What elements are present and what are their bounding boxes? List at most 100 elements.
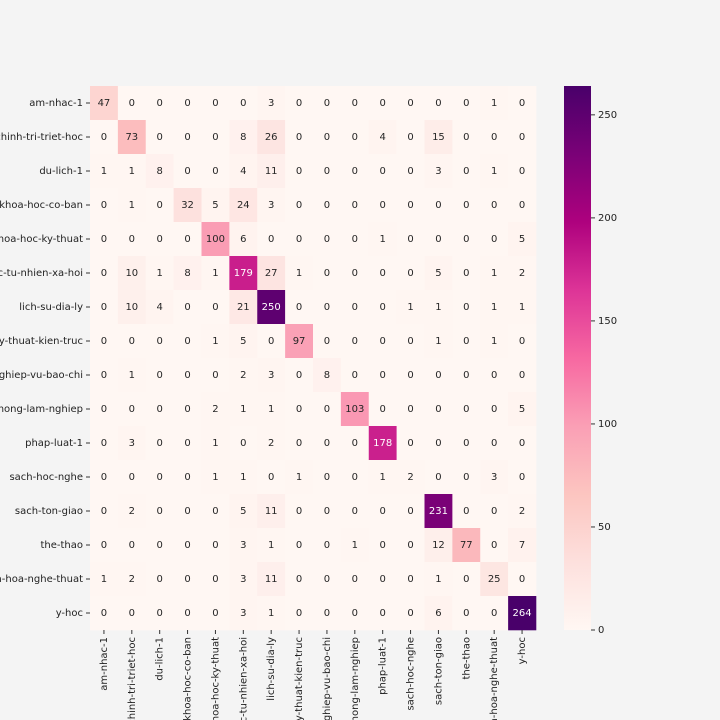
cell-label: 24 xyxy=(237,200,250,211)
heatmap-cell xyxy=(285,120,314,155)
cell-label: 0 xyxy=(463,98,469,109)
cell-label: 0 xyxy=(324,506,330,517)
cell-label: 1 xyxy=(380,472,386,483)
heatmap-cell xyxy=(340,154,370,189)
heatmap-cell xyxy=(90,86,119,121)
cell-label: 1 xyxy=(268,540,274,551)
heatmap-cell xyxy=(145,256,174,291)
heatmap-cell xyxy=(173,290,202,325)
heatmap-cell xyxy=(90,290,119,325)
heatmap-cell xyxy=(424,392,453,427)
heatmap-cell xyxy=(508,426,537,461)
cell-label: 0 xyxy=(380,166,386,177)
cell-label: 2 xyxy=(407,472,413,483)
y-tick-label: ky-thuat-kien-truc xyxy=(0,336,83,347)
cell-label: 0 xyxy=(212,574,218,585)
cell-label: 5 xyxy=(435,268,441,279)
heatmap-cell xyxy=(396,256,425,291)
cell-label: 0 xyxy=(101,336,107,347)
cell-label: 0 xyxy=(380,608,386,619)
cell-label: 0 xyxy=(407,574,413,585)
heatmap-cell xyxy=(173,222,202,257)
x-tick-label: du-lich-1 xyxy=(155,637,166,681)
cell-label: 0 xyxy=(296,404,302,415)
cell-label: 3 xyxy=(491,472,497,483)
heatmap-cell xyxy=(201,460,230,495)
heatmap-cell xyxy=(90,596,119,631)
heatmap-cell xyxy=(117,528,147,563)
cell-label: 0 xyxy=(380,268,386,279)
cell-label: 1 xyxy=(240,404,246,415)
x-tick-label: nong-lam-nghiep xyxy=(350,637,361,720)
x-tick-label: the-thao xyxy=(461,637,472,680)
heatmap-cell xyxy=(368,290,397,325)
cell-label: 1 xyxy=(129,370,135,381)
heatmap-cell xyxy=(201,562,230,597)
cell-label: 0 xyxy=(380,336,386,347)
heatmap-cell xyxy=(117,120,147,155)
cell-label: 8 xyxy=(240,132,246,143)
heatmap-cell xyxy=(229,392,258,427)
heatmap-cell xyxy=(424,188,453,223)
cell-label: 1 xyxy=(268,404,274,415)
heatmap-cell xyxy=(480,596,509,631)
cell-label: 0 xyxy=(352,472,358,483)
heatmap-cell xyxy=(368,154,397,189)
heatmap-cell xyxy=(257,392,286,427)
heatmap-cell xyxy=(424,222,453,257)
cell-label: 0 xyxy=(324,200,330,211)
cell-label: 0 xyxy=(435,438,441,449)
cell-label: 0 xyxy=(157,540,163,551)
cell-label: 2 xyxy=(519,506,525,517)
cell-label: 0 xyxy=(352,166,358,177)
cell-label: 2 xyxy=(212,404,218,415)
cell-label: 0 xyxy=(212,370,218,381)
heatmap-cell xyxy=(145,596,174,631)
heatmap-cell xyxy=(117,188,147,223)
cell-label: 0 xyxy=(324,234,330,245)
cell-label: 0 xyxy=(101,608,107,619)
heatmap-cell xyxy=(480,562,509,597)
heatmap-cell xyxy=(396,290,425,325)
cell-label: 0 xyxy=(296,370,302,381)
cell-label: 0 xyxy=(380,574,386,585)
heatmap-cell xyxy=(313,120,342,155)
cell-label: 0 xyxy=(296,200,302,211)
cell-label: 0 xyxy=(129,336,135,347)
cell-label: 3 xyxy=(268,98,274,109)
heatmap-cell xyxy=(117,154,147,189)
cell-label: 0 xyxy=(268,336,274,347)
x-tick-label: sach-ton-giao xyxy=(433,637,444,705)
colorbar xyxy=(564,86,591,630)
cell-label: 0 xyxy=(324,472,330,483)
heatmap-cell xyxy=(340,324,370,359)
heatmap-cell xyxy=(285,290,314,325)
cell-label: 0 xyxy=(407,234,413,245)
cell-label: 4 xyxy=(240,166,246,177)
heatmap-cell xyxy=(145,120,174,155)
cell-label: 0 xyxy=(129,404,135,415)
cell-label: 1 xyxy=(129,166,135,177)
cell-label: 0 xyxy=(184,302,190,313)
heatmap-cell xyxy=(452,426,481,461)
heatmap-cell xyxy=(173,256,202,291)
heatmap-cell xyxy=(508,222,537,257)
cell-label: 0 xyxy=(463,438,469,449)
heatmap-cell xyxy=(117,290,147,325)
heatmap-cell xyxy=(173,154,202,189)
cell-label: 0 xyxy=(101,370,107,381)
heatmap-cell xyxy=(173,324,202,359)
heatmap-cell xyxy=(396,358,425,393)
cell-label: 0 xyxy=(157,200,163,211)
heatmap-cell xyxy=(117,460,147,495)
heatmap-cell xyxy=(201,222,230,257)
heatmap-cell xyxy=(285,392,314,427)
heatmap-cell xyxy=(257,426,286,461)
x-tick-label: y-hoc xyxy=(517,637,528,664)
heatmap-cell xyxy=(452,392,481,427)
heatmap-cell xyxy=(201,392,230,427)
heatmap-cell xyxy=(257,460,286,495)
heatmap-cell xyxy=(480,154,509,189)
heatmap-cell xyxy=(90,188,119,223)
